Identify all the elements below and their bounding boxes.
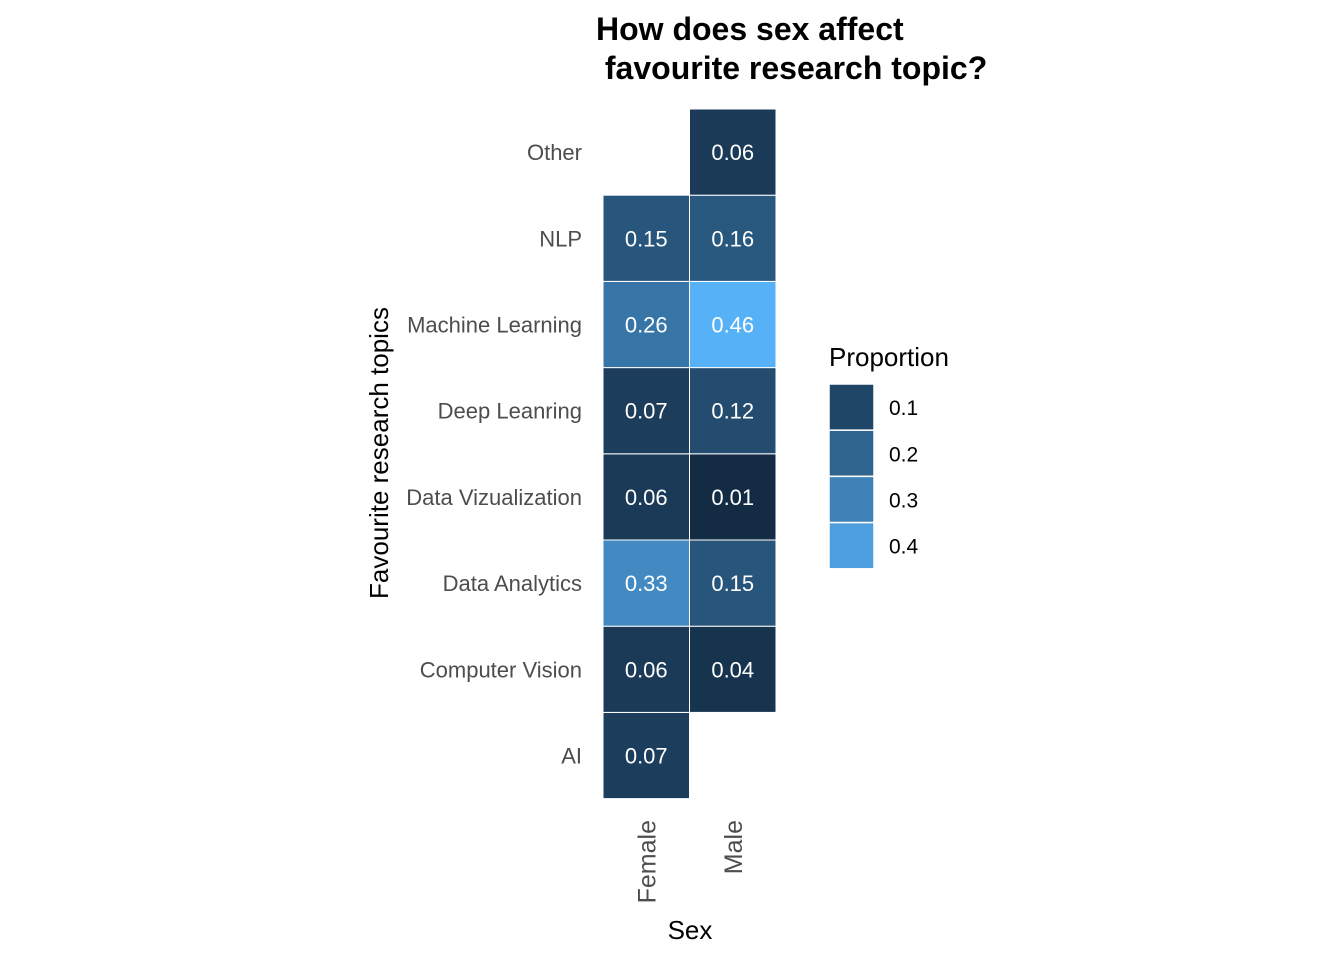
y-tick-deep-leanring: Deep Leanring (438, 399, 582, 424)
legend-key-0-4 (828, 521, 875, 570)
cell-label-male-other: 0.06 (711, 140, 754, 165)
x-axis-label: Sex (668, 915, 713, 945)
heatmap-cell-female-nlp (602, 194, 690, 282)
y-tick-data-vizualization: Data Vizualization (406, 485, 582, 510)
heatmap-cell-female-deep-leanring (602, 367, 690, 455)
heatmap-cell-male-data-vizualization (689, 453, 777, 541)
cell-label-female-machine-learning: 0.26 (625, 313, 668, 338)
cell-label-male-data-analytics: 0.15 (711, 571, 754, 596)
legend: Proportion 0.1 0.2 0.3 0.4 (828, 342, 949, 570)
heatmap-cell-male-other (689, 108, 777, 196)
heatmap-cell-female-ai (602, 711, 690, 800)
x-axis-ticks: Female Male (633, 820, 748, 903)
heatmap-cell-female-data-analytics (602, 539, 690, 627)
x-tick-male: Male (720, 820, 748, 874)
cell-label-male-computer-vision: 0.04 (711, 657, 754, 682)
cell-label-male-deep-leanring: 0.12 (711, 399, 754, 424)
y-tick-machine-learning: Machine Learning (407, 313, 582, 338)
heatmap-cell-female-machine-learning (602, 280, 690, 369)
cell-label-female-computer-vision: 0.06 (625, 657, 668, 682)
heatmap-cell-male-nlp (689, 194, 777, 282)
x-tick-female: Female (633, 820, 661, 903)
cell-label-female-nlp: 0.15 (625, 226, 668, 251)
y-tick-computer-vision: Computer Vision (420, 657, 582, 682)
y-axis-ticks: AI Computer Vision Data Analytics Data Vizu… (406, 140, 582, 768)
cell-label-male-data-vizualization: 0.01 (711, 485, 754, 510)
legend-label-0-1: 0.1 (889, 397, 918, 420)
cell-label-female-deep-leanring: 0.07 (625, 399, 668, 424)
legend-label-0-2: 0.2 (889, 443, 918, 466)
y-axis-label: Favourite research topics (364, 307, 394, 599)
heatmap-cell-female-computer-vision (602, 625, 690, 713)
heatmap-cell-male-machine-learning (689, 280, 777, 369)
chart-title-line-2: favourite research topic? (596, 50, 987, 86)
legend-title: Proportion (829, 342, 949, 372)
cell-label-female-data-vizualization: 0.06 (625, 485, 668, 510)
y-tick-nlp: NLP (539, 226, 582, 251)
cell-label-female-ai: 0.07 (625, 744, 668, 769)
legend-key-0-2 (828, 429, 875, 478)
heatmap-cell-labels: 0.07 0.06 0.04 0.33 0.15 0.06 0.01 0.07 0.12 0.26… (625, 140, 754, 768)
legend-label-0-3: 0.3 (889, 490, 918, 513)
cell-label-female-data-analytics: 0.33 (625, 571, 668, 596)
legend-key-0-3 (828, 475, 875, 524)
cell-label-male-nlp: 0.16 (711, 226, 754, 251)
heatmap-cell-female-data-vizualization (602, 453, 690, 541)
heatmap-cell-male-deep-leanring (689, 367, 777, 455)
y-tick-data-analytics: Data Analytics (443, 571, 582, 596)
cell-label-male-machine-learning: 0.46 (711, 313, 754, 338)
heatmap-cells (602, 108, 777, 800)
chart-title: How does sex affect favourite research t… (596, 11, 987, 86)
chart-title-line-1: How does sex affect (596, 11, 904, 47)
legend-key-0-1 (828, 383, 875, 431)
y-tick-other: Other (527, 140, 582, 165)
legend-label-0-4: 0.4 (889, 536, 919, 559)
heatmap-cell-male-data-analytics (689, 539, 777, 627)
legend-keys: 0.1 0.2 0.3 0.4 (828, 383, 919, 570)
y-tick-ai: AI (561, 744, 582, 769)
